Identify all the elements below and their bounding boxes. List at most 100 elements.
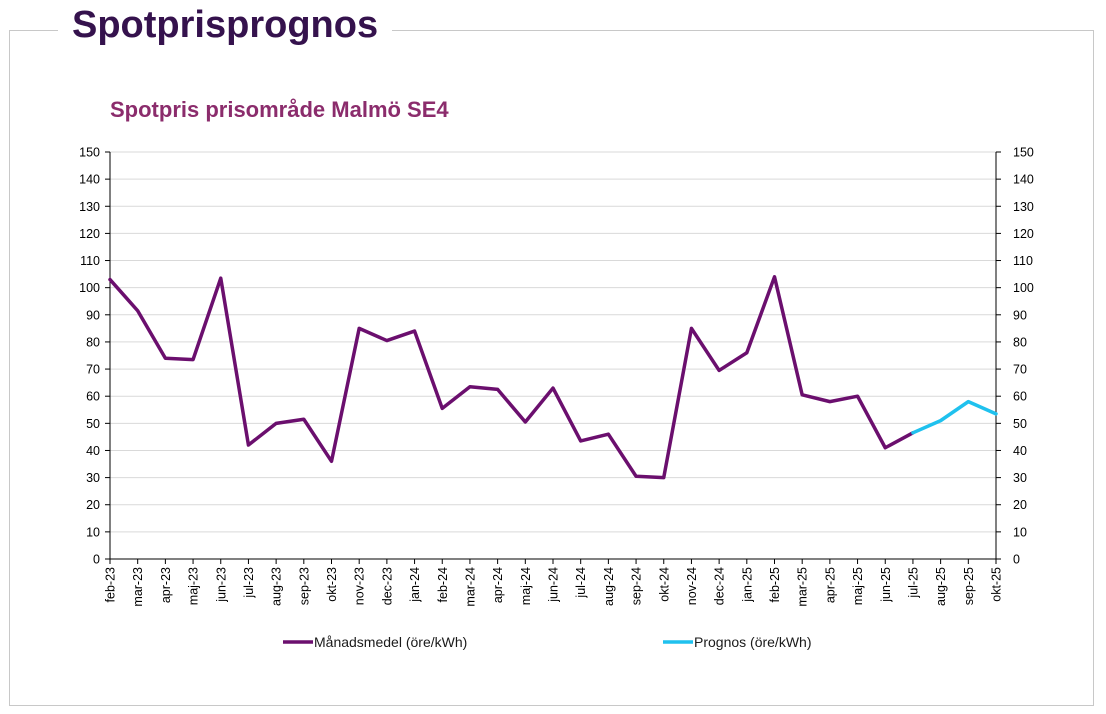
axes: [109, 152, 997, 560]
y-tick-label-left: 20: [86, 498, 100, 512]
x-tick-label: sep-25: [962, 567, 976, 605]
y-tick-label-right: 140: [1013, 173, 1034, 187]
y-tick-label-right: 100: [1013, 281, 1034, 295]
y-tick-label-left: 150: [79, 146, 100, 160]
y-tick-label-left: 100: [79, 281, 100, 295]
y-tick-label-right: 0: [1013, 553, 1020, 567]
forecast-point: [994, 412, 998, 416]
y-tick-label-left: 50: [86, 417, 100, 431]
x-tick-label: nov-24: [685, 567, 699, 605]
y-tick-label-right: 10: [1013, 525, 1027, 539]
y-tick-label-right: 130: [1013, 200, 1034, 214]
y-tick-label-left: 60: [86, 390, 100, 404]
chart-title: Spotpris prisområde Malmö SE4: [110, 97, 449, 122]
x-tick-label: mar-25: [796, 567, 810, 607]
x-tick-label: aug-23: [270, 567, 284, 606]
x-tick-label: maj-25: [851, 567, 865, 605]
x-axis: feb-23 mar-23 apr-23 maj-23 jun-23 jul-23 aug-…: [104, 559, 1004, 607]
y-tick-label-left: 110: [80, 254, 100, 268]
monthly-average-point: [247, 443, 250, 447]
x-tick-label: maj-23: [187, 567, 201, 605]
x-tick-label: dec-23: [380, 567, 394, 605]
forecast-point: [939, 419, 942, 422]
y-tick-label-left: 70: [86, 363, 100, 377]
x-tick-label: jul-25: [906, 567, 920, 599]
monthly-average-point: [662, 476, 665, 479]
monthly-average-point: [773, 275, 776, 279]
x-tick-label: jun-25: [879, 567, 893, 603]
x-tick-label: apr-24: [491, 567, 505, 603]
x-tick-label: jun-23: [214, 567, 228, 603]
chart-frame: [9, 30, 1094, 706]
x-tick-label: sep-24: [630, 567, 644, 605]
x-tick-label: mar-24: [463, 567, 477, 607]
x-tick-label: jun-24: [547, 567, 561, 603]
monthly-average-point: [274, 422, 278, 425]
monthly-average-point: [164, 357, 167, 360]
x-tick-label: mar-23: [131, 567, 145, 607]
y-axis-right: 0 10 20 30 40 50 60 70 80 90 100 110 120 130 140 150: [996, 146, 1034, 567]
page-heading: Spotprisprognos: [58, 2, 393, 48]
monthly-average-point: [108, 278, 112, 281]
y-tick-label-right: 50: [1013, 417, 1027, 431]
monthly-average-point: [468, 385, 472, 388]
monthly-average-point: [357, 327, 361, 330]
y-tick-label-right: 90: [1013, 308, 1027, 322]
monthly-average-point: [800, 393, 804, 397]
x-tick-label: jan-24: [408, 567, 422, 603]
monthly-average-point: [413, 329, 416, 333]
monthly-average-point: [551, 386, 555, 390]
y-tick-label-left: 10: [86, 525, 100, 539]
y-tick-label-right: 110: [1013, 254, 1033, 268]
monthly-average-point: [717, 369, 721, 372]
x-tick-label: apr-23: [159, 567, 173, 603]
y-tick-label-right: 40: [1013, 444, 1027, 458]
monthly-average-point: [579, 439, 582, 443]
x-tick-label: feb-23: [104, 567, 118, 602]
monthly-average-point: [690, 327, 693, 330]
series-lines: [108, 275, 998, 480]
monthly-average-point: [496, 388, 499, 391]
monthly-average-point: [607, 432, 610, 436]
y-tick-label-left: 30: [86, 471, 100, 485]
forecast-point: [911, 431, 915, 435]
legend-label-monthly-average: Månadsmedel (öre/kWh): [314, 634, 467, 650]
y-tick-label-right: 30: [1013, 471, 1027, 485]
y-tick-label-right: 60: [1013, 390, 1027, 404]
monthly-average-point: [219, 276, 222, 280]
y-axis-left: 0 10 20 30 40 50 60 70 80 90 100 110 120 130 140 150: [79, 146, 110, 567]
x-tick-label: jan-25: [740, 567, 754, 603]
gridlines: [110, 151, 996, 533]
x-tick-label: sep-23: [297, 567, 311, 605]
legend: Månadsmedel (öre/kWh) Prognos (öre/kWh): [283, 634, 811, 650]
monthly-average-point: [884, 446, 887, 449]
x-tick-label: feb-24: [436, 567, 450, 602]
y-tick-label-right: 20: [1013, 498, 1027, 512]
x-tick-label: okt-24: [657, 567, 671, 602]
legend-label-forecast: Prognos (öre/kWh): [694, 634, 811, 650]
y-tick-label-left: 40: [86, 444, 100, 458]
y-tick-label-right: 70: [1013, 363, 1027, 377]
x-tick-label: jul-23: [242, 567, 256, 599]
monthly-average-point: [828, 400, 832, 403]
x-tick-label: jul-24: [574, 567, 588, 599]
y-tick-label-right: 150: [1013, 146, 1034, 160]
y-tick-label-right: 80: [1013, 335, 1027, 349]
x-tick-label: dec-24: [713, 567, 727, 605]
monthly-average-point: [191, 358, 195, 361]
monthly-average-point: [634, 475, 638, 478]
monthly-average-point: [330, 460, 333, 463]
y-tick-label-left: 120: [79, 227, 100, 241]
monthly-average-point: [524, 420, 527, 424]
y-tick-label-left: 140: [79, 173, 100, 187]
x-tick-label: okt-23: [325, 567, 339, 602]
y-tick-label-right: 120: [1013, 227, 1034, 241]
x-tick-label: feb-25: [768, 567, 782, 602]
monthly-average-point: [745, 351, 749, 354]
y-tick-label-left: 0: [93, 553, 100, 567]
series-line-monthly-average: [108, 275, 915, 480]
monthly-average-point: [441, 407, 444, 410]
monthly-average-point: [302, 418, 306, 421]
x-tick-label: nov-23: [353, 567, 367, 605]
